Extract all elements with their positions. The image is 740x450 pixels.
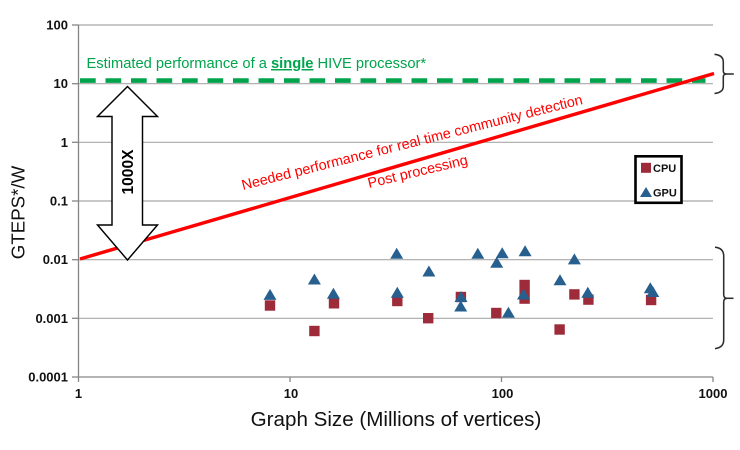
svg-text:1: 1 xyxy=(61,135,68,150)
svg-text:10: 10 xyxy=(54,76,68,91)
svg-text:CPU: CPU xyxy=(653,163,676,175)
svg-text:Graph Size (Millions of vertic: Graph Size (Millions of vertices) xyxy=(251,408,542,431)
svg-text:0.01: 0.01 xyxy=(43,252,68,267)
svg-text:100: 100 xyxy=(46,18,68,33)
svg-text:GTEPS*/W: GTEPS*/W xyxy=(7,165,28,259)
svg-text:Estimated performance of a sin: Estimated performance of a single HIVE p… xyxy=(87,56,427,72)
svg-text:1000X: 1000X xyxy=(120,149,137,195)
svg-text:0.001: 0.001 xyxy=(35,311,68,326)
svg-text:1: 1 xyxy=(75,386,82,401)
svg-text:0.1: 0.1 xyxy=(50,194,68,209)
svg-text:0.0001: 0.0001 xyxy=(28,370,68,385)
svg-text:10: 10 xyxy=(284,386,298,401)
svg-text:GPU: GPU xyxy=(653,188,677,200)
svg-text:100: 100 xyxy=(492,386,514,401)
svg-text:1000: 1000 xyxy=(699,386,728,401)
